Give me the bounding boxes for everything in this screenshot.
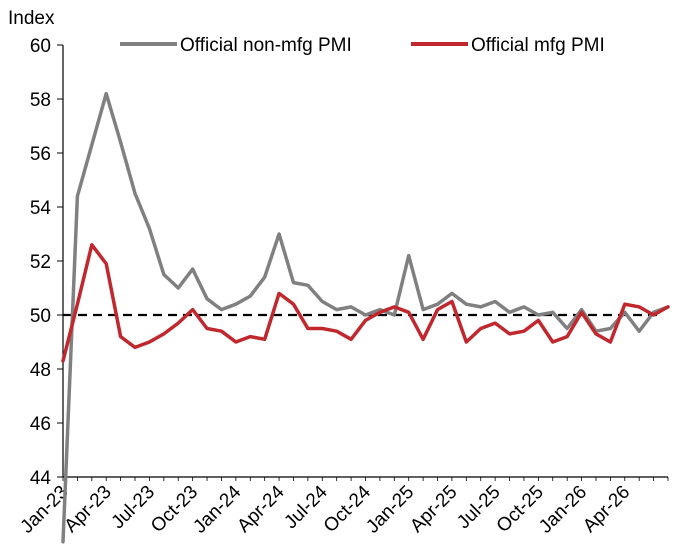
y-tick-label: 46 xyxy=(30,414,51,435)
y-tick-label: 52 xyxy=(30,252,51,273)
y-tick-label: 60 xyxy=(30,36,51,57)
y-tick-label: 58 xyxy=(30,90,51,111)
y-tick-label: 44 xyxy=(30,468,52,489)
series-line-non-mfg-pmi xyxy=(61,91,670,544)
legend-label: Official mfg PMI xyxy=(471,35,605,56)
x-tick-label: Jan-24 xyxy=(189,481,245,537)
series-group xyxy=(61,91,670,544)
y-tick-label: 56 xyxy=(30,144,51,165)
x-tick-label: Jan-26 xyxy=(535,482,591,538)
x-tick-label: Apr-26 xyxy=(579,482,634,537)
y-tick-label: 54 xyxy=(30,198,52,219)
x-tick-label: Jan-25 xyxy=(362,482,418,538)
y-axis-title: Index xyxy=(8,8,55,29)
axes xyxy=(62,45,668,478)
y-tick-label: 50 xyxy=(30,306,51,327)
series-line-mfg-pmi xyxy=(61,243,670,363)
x-tick-label: Apr-24 xyxy=(233,481,288,536)
x-axis-ticks: Jan-23Apr-23Jul-23Oct-23Jan-24Apr-24Jul-… xyxy=(17,477,669,538)
y-axis-ticks: 44 46 48 50 52 54 56 58 60 xyxy=(30,36,63,489)
legend: Official non-mfg PMI Official mfg PMI xyxy=(120,35,605,56)
x-tick-label: Apr-23 xyxy=(61,482,116,537)
x-tick-label: Apr-25 xyxy=(406,482,461,537)
legend-label: Official non-mfg PMI xyxy=(180,35,352,56)
y-tick-label: 48 xyxy=(30,360,51,381)
